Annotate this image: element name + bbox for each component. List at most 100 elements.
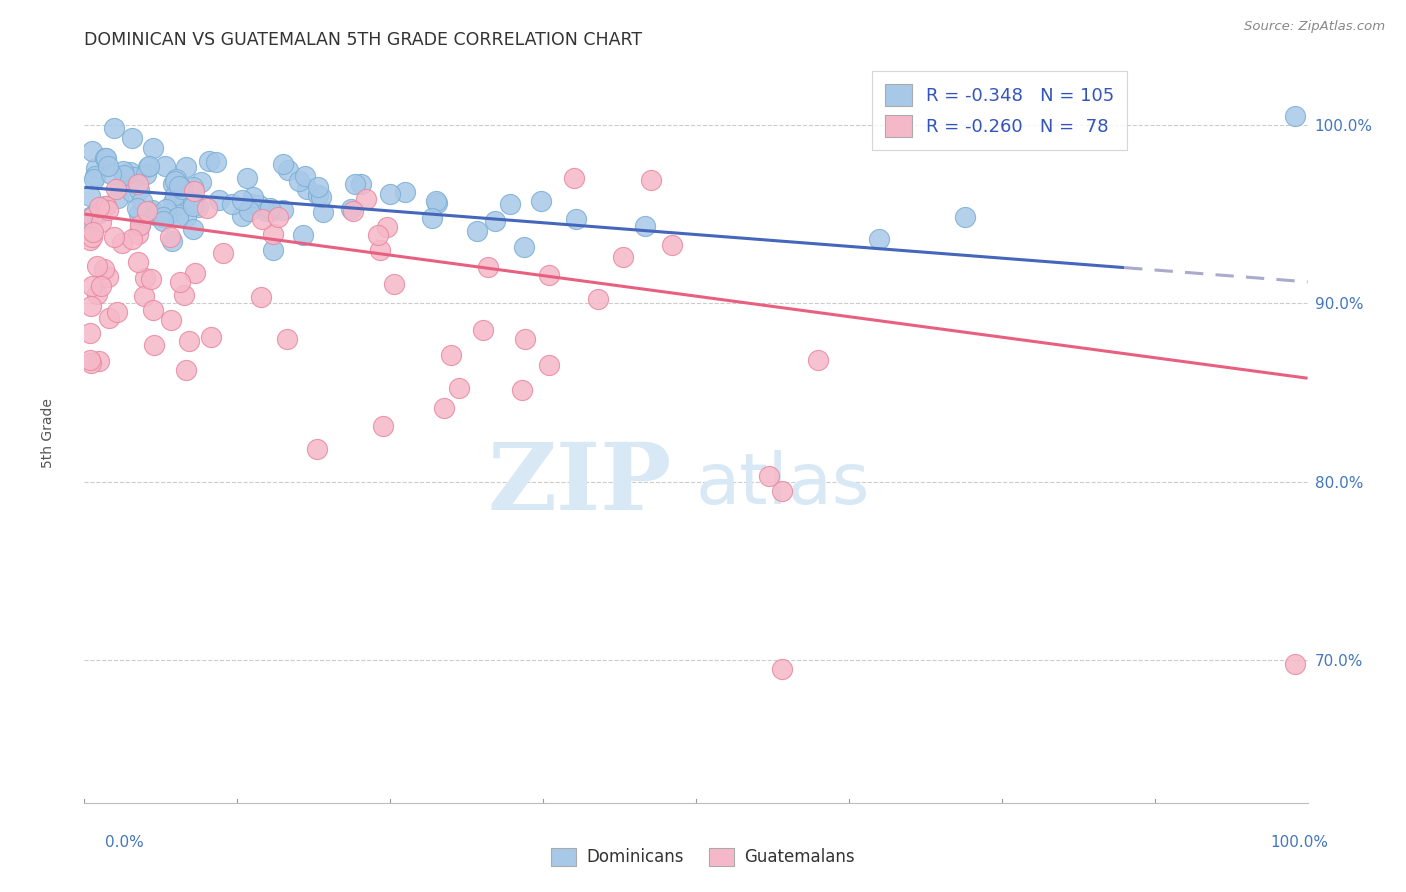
Point: [426, 195, 449, 210]
Point: [271, 202, 294, 217]
Point: [472, 322, 495, 336]
Point: [87, 200, 110, 214]
Point: [121, 232, 143, 246]
Point: [128, 207, 150, 221]
Point: [169, 178, 191, 193]
Point: [83, 207, 105, 221]
Point: [309, 189, 332, 203]
Point: [181, 180, 204, 194]
Point: [295, 182, 318, 196]
Point: [165, 172, 187, 186]
Point: [231, 209, 253, 223]
Point: [162, 178, 184, 192]
Point: [163, 174, 186, 188]
Point: [267, 211, 290, 225]
Point: [184, 266, 207, 280]
Point: [94, 199, 117, 213]
Point: [157, 207, 180, 221]
Point: [208, 193, 231, 207]
Point: [100, 167, 122, 181]
Point: [94, 151, 117, 165]
Point: [530, 194, 553, 209]
Text: 0.0%: 0.0%: [105, 836, 145, 850]
Point: [277, 163, 299, 178]
Point: [111, 163, 134, 178]
Point: [80, 278, 103, 293]
Point: [1284, 657, 1306, 671]
Point: [380, 186, 402, 201]
Point: [770, 483, 793, 498]
Point: [87, 205, 110, 219]
Point: [276, 332, 298, 346]
Point: [82, 225, 104, 239]
Point: [103, 120, 125, 135]
Point: [97, 269, 120, 284]
Point: [128, 183, 150, 197]
Point: [953, 211, 976, 225]
Point: [155, 202, 177, 216]
Point: [807, 352, 830, 367]
Point: [105, 182, 128, 196]
Point: [170, 182, 193, 196]
Point: [231, 193, 253, 207]
Point: [79, 213, 101, 227]
Point: [173, 287, 195, 301]
Point: [340, 202, 363, 216]
Point: [127, 227, 149, 241]
Point: [139, 271, 162, 285]
Point: [447, 381, 470, 395]
Point: [420, 211, 443, 225]
Point: [271, 157, 294, 171]
Point: [135, 203, 157, 218]
Point: [160, 312, 183, 326]
Point: [259, 201, 281, 215]
Point: [97, 159, 120, 173]
Point: [135, 167, 157, 181]
Point: [513, 332, 536, 346]
Point: [86, 287, 108, 301]
Point: [375, 219, 398, 234]
Point: [538, 358, 561, 372]
Point: [181, 199, 204, 213]
Point: [142, 303, 165, 318]
Point: [79, 326, 101, 340]
Point: [111, 235, 134, 250]
Point: [141, 202, 163, 217]
Point: [97, 311, 120, 326]
Point: [163, 188, 186, 202]
Point: [136, 161, 159, 175]
Point: [79, 352, 101, 367]
Point: [200, 330, 222, 344]
Text: atlas: atlas: [696, 450, 870, 519]
Text: 100.0%: 100.0%: [1271, 836, 1329, 850]
Point: [80, 356, 103, 370]
Point: [169, 275, 191, 289]
Point: [138, 159, 160, 173]
Point: [174, 363, 197, 377]
Legend: Dominicans, Guatemalans: Dominicans, Guatemalans: [544, 841, 862, 873]
Text: Source: ZipAtlas.com: Source: ZipAtlas.com: [1244, 20, 1385, 33]
Point: [183, 222, 205, 236]
Point: [205, 155, 228, 169]
Point: [350, 178, 373, 192]
Point: [640, 173, 662, 187]
Point: [633, 219, 655, 233]
Point: [484, 214, 506, 228]
Point: [354, 192, 377, 206]
Point: [152, 210, 174, 224]
Point: [368, 243, 391, 257]
Point: [94, 151, 117, 165]
Point: [238, 204, 260, 219]
Point: [152, 214, 174, 228]
Point: [240, 197, 263, 211]
Point: [172, 188, 194, 202]
Point: [181, 194, 204, 209]
Point: [141, 204, 163, 219]
Point: [79, 233, 101, 247]
Point: [307, 442, 329, 457]
Point: [152, 210, 174, 224]
Point: [254, 204, 277, 219]
Point: [612, 251, 634, 265]
Point: [477, 260, 499, 275]
Point: [373, 418, 395, 433]
